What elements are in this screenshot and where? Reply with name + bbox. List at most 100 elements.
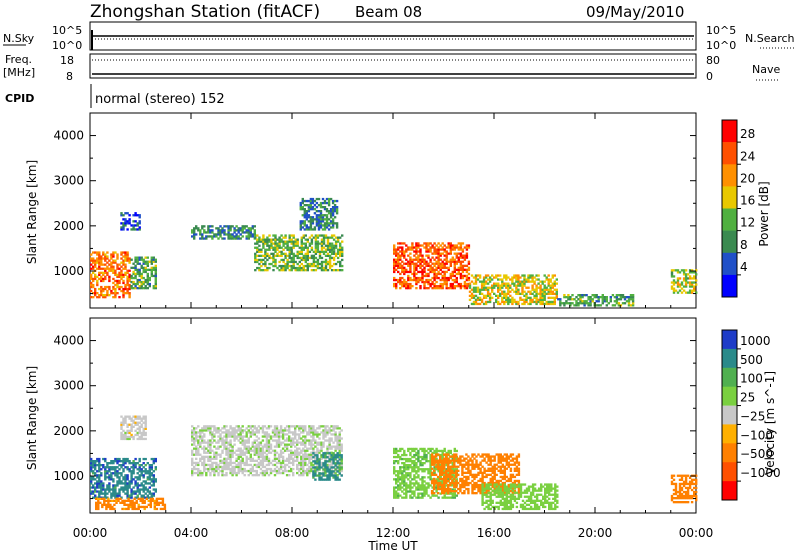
power-cell: [328, 246, 332, 249]
power-cell: [288, 240, 291, 243]
velocity-cell: [247, 447, 250, 450]
velocity-cell: [318, 472, 321, 475]
velocity-cell: [430, 453, 434, 456]
velocity-cell: [245, 455, 248, 458]
power-cell: [613, 304, 617, 307]
velocity-cell: [334, 427, 337, 430]
power-cell: [587, 296, 590, 299]
velocity-cell: [318, 476, 321, 479]
power-cell: [322, 250, 326, 253]
power-cell: [247, 235, 250, 238]
velocity-cell: [94, 488, 97, 491]
velocity-cell: [138, 468, 141, 471]
power-cell: [439, 252, 442, 255]
velocity-cell: [237, 433, 240, 436]
power-cell: [274, 240, 277, 243]
velocity-cell: [285, 439, 289, 442]
velocity-cell: [326, 474, 329, 477]
velocity-cell: [308, 469, 311, 473]
velocity-cell: [432, 459, 436, 462]
power-cell: [468, 298, 472, 301]
velocity-cell: [265, 437, 269, 440]
velocity-cell: [425, 453, 428, 457]
velocity-cell: [257, 457, 261, 460]
velocity-cell: [275, 443, 279, 446]
velocity-cell: [207, 429, 210, 432]
power-cell: [617, 302, 621, 305]
velocity-cell: [239, 459, 242, 462]
velocity-cell: [322, 464, 325, 467]
power-cell: [425, 272, 428, 276]
power-cell: [611, 304, 615, 307]
power-cell: [605, 300, 608, 303]
velocity-cell: [283, 429, 287, 432]
velocity-cell: [114, 457, 117, 461]
velocity-cell: [253, 431, 256, 434]
power-cell: [221, 237, 224, 240]
velocity-cell: [338, 466, 341, 469]
velocity-cell: [409, 496, 412, 499]
power-cell: [262, 236, 265, 239]
velocity-cell: [273, 459, 277, 462]
power-cell: [627, 296, 631, 299]
power-cell: [120, 257, 123, 260]
power-cell: [429, 264, 432, 267]
velocity-cell: [393, 472, 396, 475]
velocity-cell: [203, 461, 206, 465]
power-cell: [484, 296, 488, 299]
power-cell: [403, 266, 406, 269]
power-cell: [467, 278, 471, 282]
power-cell: [144, 266, 147, 269]
velocity-cell: [330, 451, 333, 454]
velocity-cell: [432, 485, 436, 489]
velocity-cell: [155, 497, 159, 500]
velocity-cell: [110, 496, 113, 499]
velocity-cell: [201, 461, 204, 465]
power-cell: [126, 222, 129, 225]
power-cell: [305, 224, 308, 227]
velocity-cell: [229, 451, 232, 454]
power-cell: [443, 266, 446, 269]
velocity-cell: [441, 455, 444, 459]
power-cell: [435, 244, 438, 247]
power-cell: [553, 282, 556, 285]
power-cell: [439, 285, 442, 288]
power-cell: [92, 261, 95, 264]
power-cell: [249, 227, 252, 230]
velocity-cell: [340, 449, 343, 452]
power-cell: [336, 269, 340, 272]
power-cell: [326, 252, 330, 255]
power-cell: [207, 225, 210, 228]
power-cell: [474, 294, 478, 297]
power-cell: [310, 242, 314, 245]
power-cell: [120, 271, 123, 274]
velocity-cell: [138, 431, 141, 435]
velocity-cell: [130, 429, 133, 432]
power-cell: [98, 296, 101, 299]
power-cell: [531, 286, 534, 289]
power-cell: [237, 227, 240, 230]
velocity-cell: [112, 490, 115, 493]
velocity-cell: [136, 462, 139, 465]
power-cell: [461, 276, 465, 280]
power-cell: [303, 210, 306, 213]
velocity-cell: [90, 468, 93, 471]
velocity-cell: [225, 433, 228, 436]
velocity-cell: [413, 453, 416, 457]
velocity-cell: [109, 499, 112, 502]
velocity-cell: [92, 486, 95, 489]
power-cell: [122, 263, 125, 266]
velocity-cell: [257, 437, 261, 440]
velocity-cell: [312, 467, 315, 471]
velocity-cell: [225, 437, 228, 440]
power-cell: [219, 231, 222, 234]
power-cell: [472, 302, 476, 306]
power-cell: [90, 285, 93, 289]
power-cell: [549, 278, 552, 281]
velocity-cell: [225, 439, 228, 442]
power-cell: [274, 246, 277, 249]
velocity-cell: [267, 443, 271, 446]
velocity-cell: [328, 463, 331, 467]
velocity-cell: [126, 482, 129, 485]
power-cell: [146, 268, 149, 271]
